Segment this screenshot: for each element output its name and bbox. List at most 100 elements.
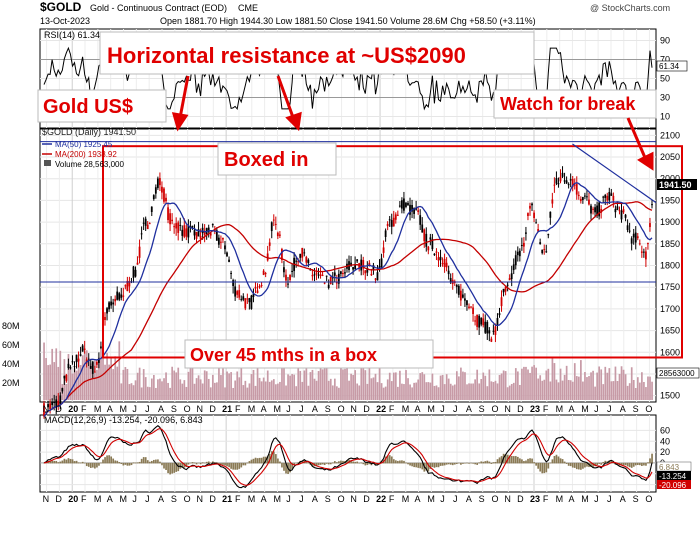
price-candle-body [529, 205, 531, 209]
exchange: CME [238, 3, 258, 13]
month-tick-label: O [645, 494, 652, 504]
price-candle-body [624, 214, 627, 218]
macd-histogram-bar [295, 462, 298, 464]
macd-histogram-bar [543, 462, 546, 474]
price-candle-body [171, 219, 174, 222]
volume-bar [167, 382, 169, 400]
volume-bar [301, 381, 304, 400]
macd-histogram-bar [390, 456, 393, 464]
price-candle-body [93, 371, 96, 373]
macd-histogram-bar [132, 462, 135, 464]
macd-histogram-bar [551, 459, 554, 464]
price-candle-body [222, 237, 224, 240]
volume-bar [250, 374, 253, 400]
macd-histogram-bar [252, 458, 255, 464]
volume-bar [441, 374, 444, 400]
price-candle-body [240, 298, 243, 300]
volume-bar [580, 360, 582, 400]
price-candle-body [612, 195, 615, 201]
month-tick-label: N [504, 494, 511, 504]
arrow-gold-head [171, 112, 189, 132]
month-tick-label: J [299, 494, 304, 504]
price-candle-body [95, 361, 98, 365]
volume-bar [275, 384, 277, 400]
macd-histogram-bar [98, 462, 100, 466]
price-candle-body [283, 267, 285, 273]
month-tick-label: N [196, 404, 203, 414]
volume-bar [179, 379, 182, 400]
price-candle-body [512, 264, 515, 271]
macd-histogram-bar [116, 460, 119, 464]
macd-histogram-bar [336, 462, 338, 464]
month-tick-label: D [363, 494, 370, 504]
price-candle-body [484, 321, 487, 333]
price-candle-body [411, 205, 413, 212]
price-candle-body [270, 222, 273, 232]
volume-bar [563, 374, 566, 400]
price-label: $GOLD (Daily) 1941.50 [42, 127, 136, 137]
volume-bar [321, 369, 324, 400]
macd-histogram-bar [419, 462, 422, 469]
volume-bar [370, 378, 373, 400]
volume-bar [114, 356, 117, 400]
price-tick-label: 1600 [660, 347, 680, 357]
volume-bar [252, 369, 255, 400]
price-candle-body [250, 295, 253, 309]
macd-histogram-bar [462, 462, 464, 464]
macd-histogram-bar [620, 462, 623, 466]
volume-bar [313, 378, 316, 400]
macd-histogram-bar [498, 457, 501, 464]
price-candle-body [175, 223, 178, 229]
volume-bar [390, 381, 393, 400]
month-tick-label: S [171, 404, 177, 414]
macd-histogram-bar [92, 462, 94, 468]
annotation-resistance: Horizontal resistance at ~US$2090 [99, 31, 535, 75]
volume-bar [203, 370, 206, 400]
volume-bar [232, 387, 235, 400]
arrow-resistance-head [285, 111, 302, 132]
macd-histogram-bar [226, 462, 228, 467]
price-candle-body [486, 321, 489, 334]
price-candle-body [354, 264, 357, 269]
macd-histogram-bar [173, 462, 176, 473]
macd-histogram-bar [285, 462, 287, 474]
volume-bar [575, 376, 578, 400]
macd-histogram-bar [374, 462, 377, 466]
month-tick-label: J [132, 494, 137, 504]
volume-bar [649, 376, 651, 400]
price-candle-body [106, 308, 108, 314]
price-candle-body [213, 228, 216, 232]
price-candle-body [98, 358, 100, 363]
price-candle-body [342, 273, 344, 275]
price-candle-body [69, 367, 72, 369]
month-tick-label: M [427, 404, 435, 414]
macd-histogram-bar [155, 459, 157, 464]
price-candle-body [575, 183, 578, 195]
price-candle-body [356, 259, 359, 262]
price-candle-body [258, 286, 261, 288]
volume-bar [319, 367, 322, 400]
macd-histogram-bar [291, 462, 293, 470]
price-candle-body [443, 258, 446, 267]
price-candle-body [128, 281, 131, 287]
price-candle-body [242, 296, 245, 300]
macd-histogram-bar [586, 462, 588, 467]
volume-bar [104, 364, 106, 400]
price-candle-body [644, 251, 647, 260]
volume-bar [594, 386, 596, 400]
volume-bar [189, 366, 192, 400]
volume-bar [228, 373, 230, 400]
volume-bar [216, 382, 218, 400]
macd-histogram-bar [191, 462, 194, 464]
volume-bar [378, 366, 381, 400]
volume-bar [201, 383, 204, 400]
macd-histogram-bar [181, 462, 184, 468]
volume-bar [634, 387, 637, 400]
month-tick-label: 20 [68, 494, 78, 504]
volume-bar [464, 372, 466, 400]
price-candle-body [344, 272, 346, 274]
price-candle-body [583, 195, 586, 197]
volume-bar [199, 379, 202, 400]
macd-histogram-bar [262, 456, 265, 464]
volume-bar [531, 366, 533, 400]
